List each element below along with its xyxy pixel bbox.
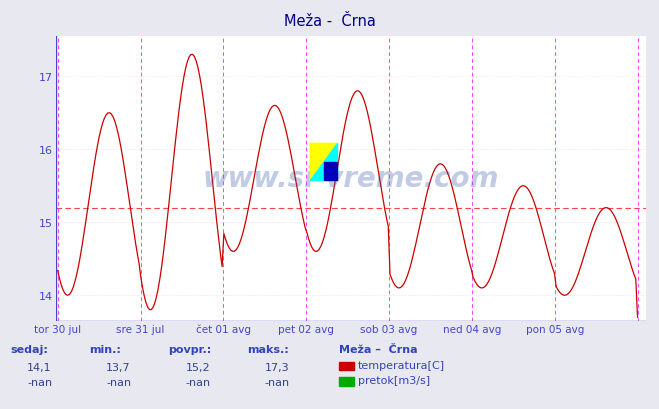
Text: 17,3: 17,3 <box>264 362 289 372</box>
Text: Meža -  Črna: Meža - Črna <box>283 14 376 29</box>
Polygon shape <box>310 144 337 180</box>
Text: -nan: -nan <box>264 377 289 387</box>
Bar <box>324 162 337 180</box>
Text: temperatura[C]: temperatura[C] <box>358 360 445 370</box>
Text: povpr.:: povpr.: <box>168 344 212 354</box>
Text: min.:: min.: <box>89 344 121 354</box>
Text: maks.:: maks.: <box>247 344 289 354</box>
Text: www.si-vreme.com: www.si-vreme.com <box>203 165 499 193</box>
Text: -nan: -nan <box>106 377 131 387</box>
Text: -nan: -nan <box>185 377 210 387</box>
Text: 13,7: 13,7 <box>106 362 131 372</box>
Text: sedaj:: sedaj: <box>10 344 47 354</box>
Text: pretok[m3/s]: pretok[m3/s] <box>358 375 430 385</box>
Text: 14,1: 14,1 <box>27 362 52 372</box>
Text: Meža –  Črna: Meža – Črna <box>339 344 418 354</box>
Polygon shape <box>310 144 337 180</box>
Text: 15,2: 15,2 <box>185 362 210 372</box>
Text: -nan: -nan <box>27 377 52 387</box>
